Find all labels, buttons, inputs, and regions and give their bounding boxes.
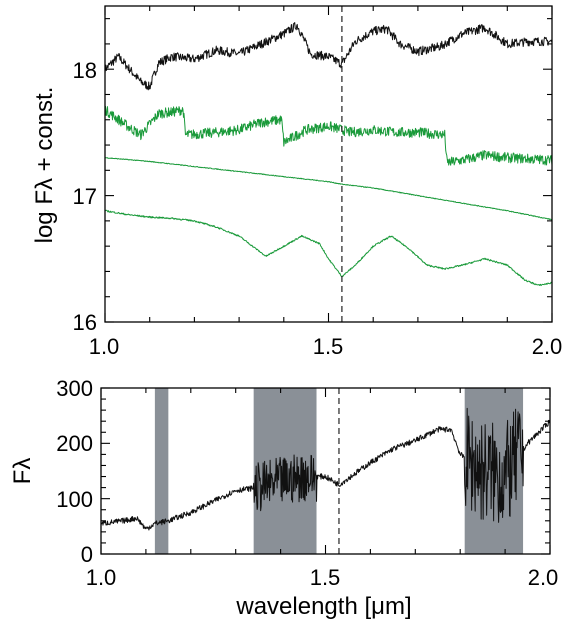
- top-ytick-label-16: 16: [73, 310, 97, 335]
- top-plot-area: [104, 6, 553, 322]
- bottom-ytick-label-100: 100: [56, 487, 93, 512]
- top-ytick-label-18: 18: [73, 58, 97, 83]
- top-ytick-label-17: 17: [73, 184, 97, 209]
- bottom-xtick-label-1: 1.0: [86, 565, 117, 590]
- top-ylabel: log Fλ + const.: [31, 87, 58, 244]
- top-xtick-label-3: 2.0: [532, 334, 563, 359]
- bottom-series-1: [100, 407, 551, 531]
- top-series-4: [104, 209, 553, 287]
- top-xtick-label-1: 1.0: [89, 334, 120, 359]
- top-series-2: [104, 105, 553, 166]
- top-xtick-label-2: 1.5: [313, 334, 344, 359]
- bottom-ylabel: Fλ: [9, 458, 36, 485]
- top-series-1: [104, 22, 553, 91]
- bottom-plot-area: [100, 388, 551, 554]
- bottom-ytick-label-300: 300: [56, 376, 93, 401]
- bottom-ytick-label-0: 0: [81, 542, 93, 567]
- bottom-xtick-label-3: 2.0: [528, 565, 559, 590]
- bottom-shaded-band-1: [154, 388, 169, 554]
- bottom-panel: 1.0 1.5 2.0 0 100 200 300 Fλ wavelength …: [9, 376, 558, 620]
- bottom-xlabel: wavelength [μm]: [235, 593, 411, 620]
- bottom-ytick-label-200: 200: [56, 431, 93, 456]
- bottom-xtick-label-2: 1.5: [310, 565, 341, 590]
- bottom-ticks: [100, 387, 551, 555]
- top-ticks: [104, 6, 553, 323]
- top-panel: 1.0 1.5 2.0 16 17 18 log Fλ + const.: [31, 5, 563, 359]
- top-series-3: [104, 157, 553, 221]
